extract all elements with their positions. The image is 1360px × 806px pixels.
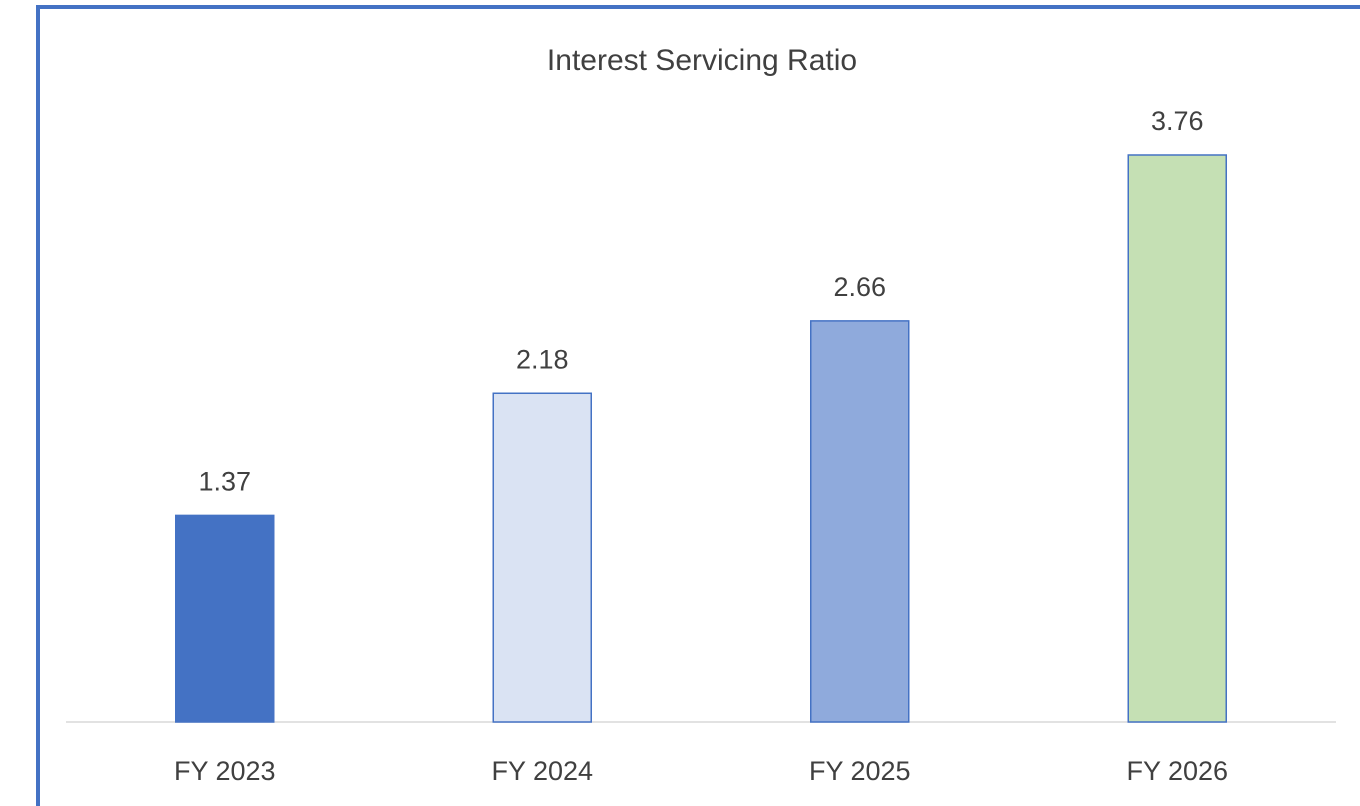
x-tick-label: FY 2024 <box>491 756 593 786</box>
chart-title: Interest Servicing Ratio <box>547 44 857 77</box>
bar <box>492 392 592 723</box>
bar <box>810 320 910 723</box>
bar <box>1127 154 1227 723</box>
x-tick-label: FY 2026 <box>1126 756 1228 786</box>
data-label: 3.76 <box>1151 106 1204 136</box>
data-label: 1.37 <box>198 467 251 497</box>
data-label: 2.66 <box>833 272 886 302</box>
x-tick-label: FY 2025 <box>809 756 911 786</box>
data-label: 2.18 <box>516 344 569 374</box>
bar <box>175 514 275 723</box>
x-tick-label: FY 2023 <box>174 756 276 786</box>
